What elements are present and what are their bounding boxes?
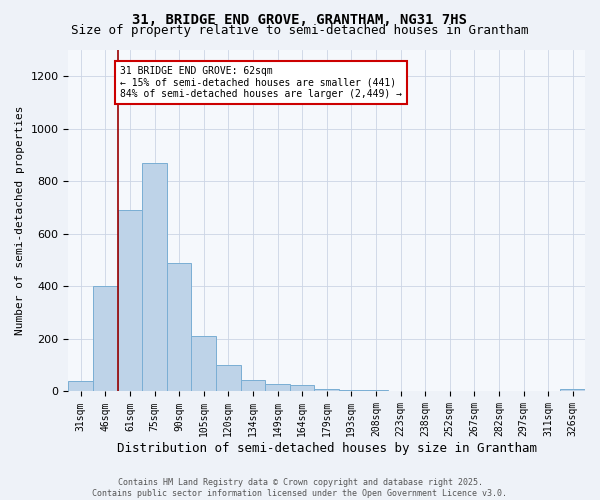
Text: Contains HM Land Registry data © Crown copyright and database right 2025.
Contai: Contains HM Land Registry data © Crown c… — [92, 478, 508, 498]
Bar — [118, 210, 142, 392]
Bar — [314, 389, 339, 392]
Text: 31 BRIDGE END GROVE: 62sqm
← 15% of semi-detached houses are smaller (441)
84% o: 31 BRIDGE END GROVE: 62sqm ← 15% of semi… — [120, 66, 402, 99]
Text: Size of property relative to semi-detached houses in Grantham: Size of property relative to semi-detach… — [71, 24, 529, 37]
Bar — [413, 391, 437, 392]
Bar — [191, 336, 216, 392]
Bar — [560, 390, 585, 392]
Bar — [167, 263, 191, 392]
Y-axis label: Number of semi-detached properties: Number of semi-detached properties — [15, 106, 25, 336]
Bar — [68, 381, 93, 392]
Text: 31, BRIDGE END GROVE, GRANTHAM, NG31 7HS: 31, BRIDGE END GROVE, GRANTHAM, NG31 7HS — [133, 12, 467, 26]
Bar — [142, 163, 167, 392]
Bar — [265, 384, 290, 392]
Bar — [290, 385, 314, 392]
Bar — [93, 286, 118, 392]
Bar — [216, 365, 241, 392]
X-axis label: Distribution of semi-detached houses by size in Grantham: Distribution of semi-detached houses by … — [117, 442, 537, 455]
Bar — [339, 390, 364, 392]
Bar — [388, 390, 413, 392]
Bar — [241, 380, 265, 392]
Bar — [364, 390, 388, 392]
